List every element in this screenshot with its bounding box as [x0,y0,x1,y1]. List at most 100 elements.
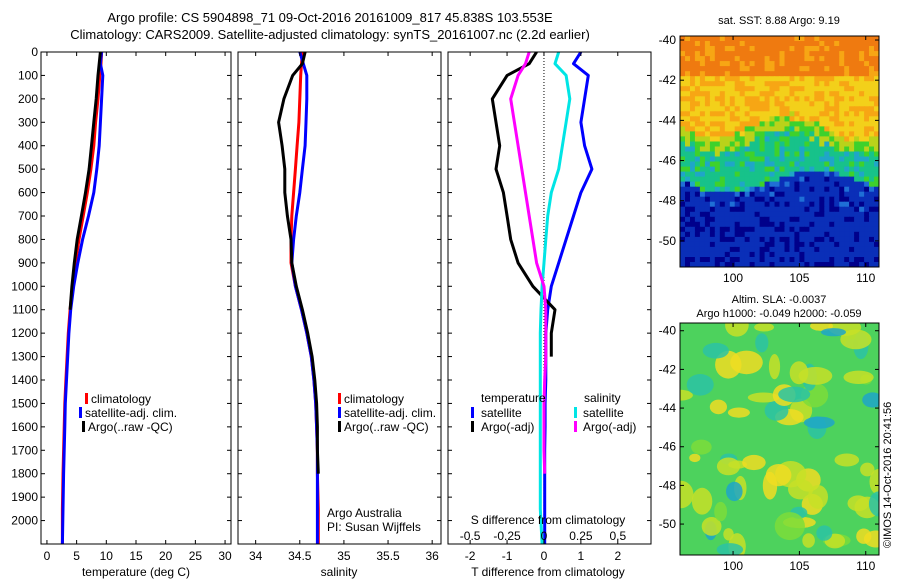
sst-cell [854,66,860,72]
legend-label-climatology: climatology [344,392,404,406]
sst-cell [794,36,800,42]
sst-cell [680,46,686,52]
sst-cell [804,151,810,158]
sst-cell [864,46,870,52]
sst-cell [829,46,835,52]
sst-cell [749,216,756,223]
sst-cell [804,126,810,132]
sst-cell [859,131,865,137]
sst-cell [744,101,751,107]
sst-cell [799,151,805,158]
figure-title-line1: Argo profile: CS 5904898_71 09-Oct-2016 … [107,10,553,25]
sst-cell [729,66,736,72]
sst-cell [839,196,845,203]
sst-cell [699,181,706,188]
temperature-axes: 0100200300400500600700800900100011001200… [11,45,232,563]
sst-cell [719,196,726,203]
sst-cell [769,96,776,102]
sst-cell [769,116,776,122]
sst-cell [764,151,771,158]
sst-cell [849,201,855,208]
sst-cell [694,51,701,57]
series-line-differences-1 [490,52,557,357]
sst-cell [849,131,855,137]
sst-cell [734,141,741,148]
sst-cell [749,181,756,188]
sst-cell [769,131,776,137]
sst-cell [864,221,870,228]
legend-swatch-climatology [338,393,341,404]
sst-cell [699,231,706,238]
sst-cell [690,166,696,173]
sst-cell [680,36,686,42]
sst-cell [829,257,835,263]
x-tick-label: 25 [189,549,203,563]
sst-cell [869,66,875,72]
sst-cell [809,146,815,153]
sst-cell [864,51,870,57]
sst-cell [829,262,835,267]
sla-blob [714,501,727,522]
sst-cell [854,216,860,223]
sst-cell [690,136,696,142]
sst-cell [849,246,855,253]
x-tick-label: 1 [578,549,585,563]
sst-cell [804,111,810,117]
sst-cell [690,161,696,168]
sst-cell [744,41,751,47]
sst-cell [724,41,731,47]
sst-cell [794,201,800,208]
sst-cell [704,201,711,208]
x-tick-label: -2 [465,549,476,563]
sst-cell [749,36,756,42]
sst-cell [784,251,791,258]
sst-cell [749,91,756,97]
sst-cell [729,91,736,97]
sst-cell [839,211,845,218]
y-tick-label: 600 [18,186,38,200]
sst-cell [819,262,825,267]
legend-header-temperature: temperature [481,391,546,405]
sst-cell [714,201,721,208]
sst-cell [704,41,711,47]
sst-cell [874,126,879,132]
sst-cell [694,236,701,243]
sst-cell [779,171,786,178]
sst-cell [724,96,731,102]
sst-cell [824,211,830,218]
sst-cell [834,61,840,67]
sst-cell [799,186,805,193]
sst-cell [839,96,845,102]
sst-cell [769,161,776,168]
sst-cell [809,61,815,67]
sst-cell [839,146,845,153]
sst-cell [829,121,835,127]
sst-cell [709,66,716,72]
sst-cell [874,81,879,87]
sst-cell [719,86,726,92]
sst-cell [759,76,766,82]
sst-cell [704,196,711,203]
sst-cell [809,156,815,163]
sst-cell [719,121,726,127]
sst-cell [764,81,771,87]
sst-cell [814,41,820,47]
sst-cell [859,206,865,213]
sst-cell [839,91,845,97]
sst-cell [699,151,706,158]
sst-cell [709,151,716,158]
sst-cell [789,186,796,193]
sst-cell [834,166,840,173]
sst-cell [699,171,706,178]
sst-cell [829,171,835,178]
sst-cell [829,191,835,198]
sst-cell [759,81,766,87]
x-tick-label: 15 [129,549,143,563]
sst-cell [809,41,815,47]
sst-cell [754,146,761,153]
sst-cell [719,211,726,218]
sst-cell [779,111,786,117]
sst-cell [739,176,746,183]
sst-cell [685,126,691,132]
sst-cell [699,81,706,87]
